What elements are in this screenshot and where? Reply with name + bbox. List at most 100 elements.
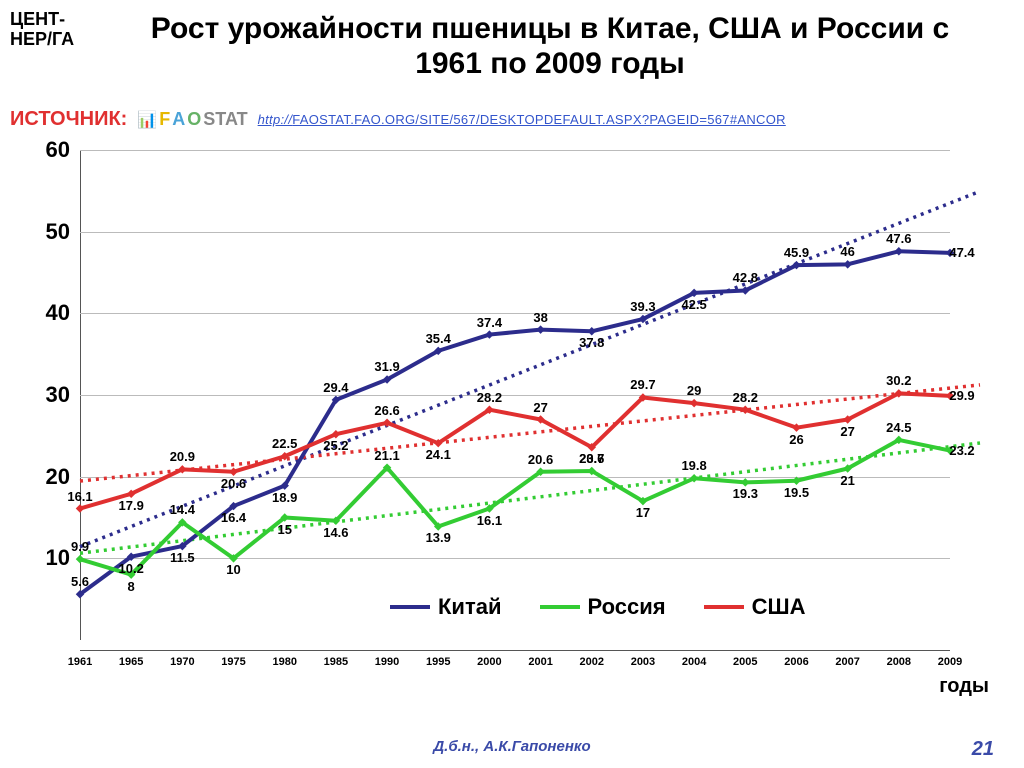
data-label: 17.9 <box>119 498 144 513</box>
xtick-label: 2000 <box>477 656 501 668</box>
data-label: 29.7 <box>630 377 655 392</box>
data-label: 35.4 <box>426 331 451 346</box>
data-marker <box>76 504 84 512</box>
data-label: 20.9 <box>170 449 195 464</box>
ytick-label: 50 <box>40 219 70 245</box>
data-marker <box>536 325 544 333</box>
xtick-label: 1990 <box>375 656 399 668</box>
legend-item: США <box>704 594 806 620</box>
xtick-label: 1965 <box>119 656 143 668</box>
data-label: 16.1 <box>67 489 92 504</box>
x-axis: 1961196519701975198019851990199520002001… <box>80 650 950 670</box>
data-label: 19.8 <box>681 458 706 473</box>
data-label: 42.5 <box>681 297 706 312</box>
xtick-label: 2008 <box>887 656 911 668</box>
page-number: 21 <box>972 738 994 761</box>
ytick-label: 30 <box>40 382 70 408</box>
data-label: 20.6 <box>221 476 246 491</box>
data-label: 19.3 <box>733 486 758 501</box>
data-marker <box>741 478 749 486</box>
xtick-label: 2004 <box>682 656 706 668</box>
data-label: 31.9 <box>374 359 399 374</box>
data-label: 37.8 <box>579 335 604 350</box>
data-marker <box>588 327 596 335</box>
xtick-label: 2001 <box>528 656 552 668</box>
data-label: 23.2 <box>949 443 974 458</box>
data-label: 19.5 <box>784 485 809 500</box>
legend-swatch <box>390 605 430 609</box>
data-label: 17 <box>636 505 650 520</box>
legend-item: Россия <box>540 594 666 620</box>
series-svg <box>80 150 950 640</box>
legend-item: Китай <box>390 594 502 620</box>
attribution: Д.б.н., А.К.Гапоненко <box>0 738 1024 755</box>
legend-label: Китай <box>438 594 502 620</box>
data-marker <box>843 260 851 268</box>
data-label: 47.4 <box>949 245 974 260</box>
yaxis-title: ЦЕНТ- НЕР/ГА <box>10 10 74 50</box>
xtick-label: 1995 <box>426 656 450 668</box>
ytick-label: 20 <box>40 464 70 490</box>
data-marker <box>690 399 698 407</box>
data-label: 29.4 <box>323 380 348 395</box>
legend-swatch <box>540 605 580 609</box>
data-label: 5.6 <box>71 574 89 589</box>
ytick-label: 60 <box>40 137 70 163</box>
data-label: 9.9 <box>71 539 89 554</box>
data-label: 21 <box>840 473 854 488</box>
xtick-label: 2002 <box>580 656 604 668</box>
data-label: 15 <box>277 522 291 537</box>
xtick-label: 2009 <box>938 656 962 668</box>
data-label: 8 <box>128 579 135 594</box>
legend-swatch <box>704 605 744 609</box>
legend: Китай Россия США <box>390 594 806 620</box>
ytick-label: 40 <box>40 300 70 326</box>
data-label: 18.9 <box>272 490 297 505</box>
plot-area: 1020304050605.610.211.516.418.929.431.93… <box>80 150 950 640</box>
data-label: 24.1 <box>426 447 451 462</box>
ytick-label: 10 <box>40 545 70 571</box>
xtick-label: 1985 <box>324 656 348 668</box>
series-line <box>80 440 950 575</box>
data-label: 14.6 <box>323 525 348 540</box>
xtick-label: 1975 <box>221 656 245 668</box>
data-label: 37.4 <box>477 315 502 330</box>
data-label: 10 <box>226 562 240 577</box>
data-label: 10.2 <box>119 561 144 576</box>
data-marker <box>895 247 903 255</box>
data-label: 46 <box>840 244 854 259</box>
xtick-label: 2003 <box>631 656 655 668</box>
data-label: 20.6 <box>528 452 553 467</box>
data-label: 28.2 <box>477 390 502 405</box>
data-label: 47.6 <box>886 231 911 246</box>
data-label: 11.5 <box>170 550 195 565</box>
xtick-label: 1980 <box>272 656 296 668</box>
xaxis-title: годы <box>939 675 989 698</box>
data-label: 27 <box>840 424 854 439</box>
data-label: 21.1 <box>374 448 399 463</box>
xtick-label: 2005 <box>733 656 757 668</box>
data-label: 27 <box>533 400 547 415</box>
data-label: 20.7 <box>579 451 604 466</box>
data-label: 26 <box>789 432 803 447</box>
data-label: 16.1 <box>477 513 502 528</box>
data-label: 14.4 <box>170 502 195 517</box>
xtick-label: 1961 <box>68 656 92 668</box>
data-label: 39.3 <box>630 299 655 314</box>
x-axis-line <box>80 650 950 651</box>
data-label: 38 <box>533 310 547 325</box>
xtick-label: 1970 <box>170 656 194 668</box>
data-label: 16.4 <box>221 510 246 525</box>
legend-label: Россия <box>588 594 666 620</box>
data-label: 25.2 <box>323 438 348 453</box>
data-label: 28.2 <box>733 390 758 405</box>
data-label: 30.2 <box>886 373 911 388</box>
chart-area: 10 20 30 40 50 60 5.6 10.2 11.5 16.4 18.9 29.4 31.9 3… <box>0 60 1024 700</box>
data-label: 29 <box>687 383 701 398</box>
data-label: 26.6 <box>374 403 399 418</box>
data-label: 24.5 <box>886 420 911 435</box>
xtick-label: 2006 <box>784 656 808 668</box>
legend-label: США <box>752 594 806 620</box>
data-label: 45.9 <box>784 245 809 260</box>
data-label: 22.5 <box>272 436 297 451</box>
